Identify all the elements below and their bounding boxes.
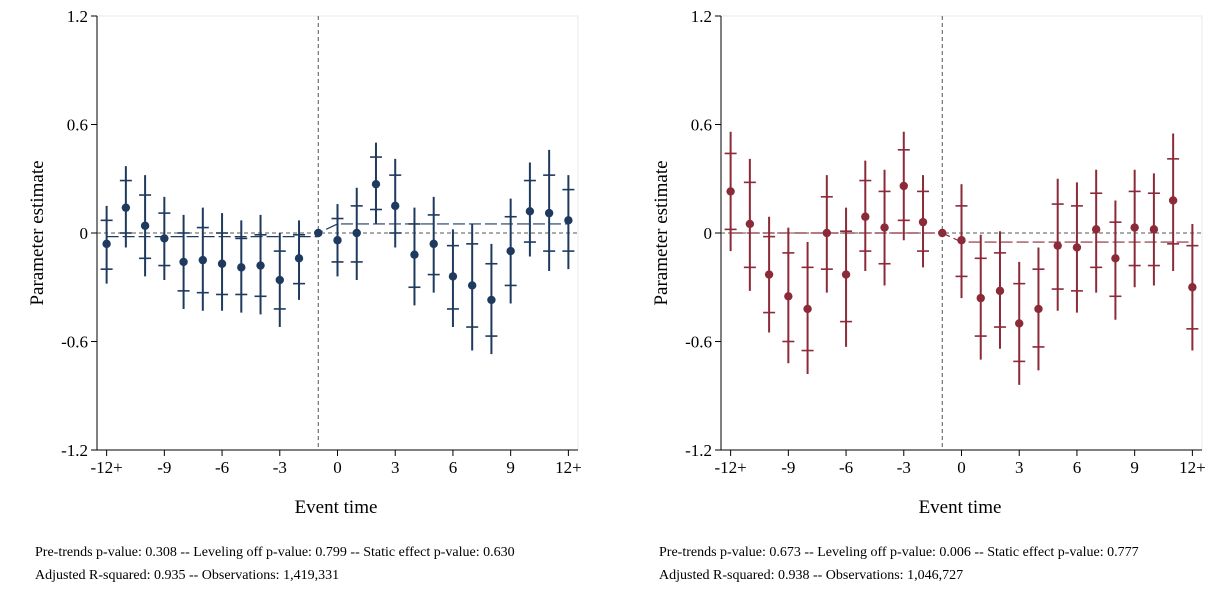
x-tick-label: 0 xyxy=(333,458,342,477)
pretrends-note: Pre-trends p-value: 0.673 -- Leveling of… xyxy=(659,545,1139,560)
x-tick-label: 0 xyxy=(957,458,966,477)
estimate-point xyxy=(784,292,793,301)
y-tick-label: 0.6 xyxy=(691,116,712,135)
y-tick-label: -1.2 xyxy=(61,441,88,460)
y-tick-label: -0.6 xyxy=(685,333,712,352)
estimate-point xyxy=(371,179,381,189)
estimate-point xyxy=(102,239,111,249)
rsquared-note: Adjusted R-squared: 0.938 -- Observation… xyxy=(659,568,964,583)
x-tick-label: -12+ xyxy=(714,458,746,477)
estimate-point xyxy=(448,272,458,281)
x-tick-label: -9 xyxy=(781,458,795,477)
estimate-point xyxy=(294,254,304,263)
x-tick-label: -12+ xyxy=(90,458,122,477)
estimate-point xyxy=(506,246,515,256)
y-tick-label: 0.6 xyxy=(67,116,88,135)
chart-notes-right: Pre-trends p-value: 0.673 -- Leveling of… xyxy=(659,541,1139,587)
estimate-point xyxy=(198,255,208,265)
estimate-point xyxy=(467,281,477,290)
estimate-point xyxy=(352,228,361,238)
estimate-point xyxy=(1149,225,1159,234)
estimate-point xyxy=(237,263,246,272)
estimate-point xyxy=(160,234,169,243)
estimate-point xyxy=(880,223,889,232)
estimate-point xyxy=(1188,283,1197,292)
estimate-point xyxy=(525,207,535,216)
x-tick-label: 3 xyxy=(391,458,400,477)
estimate-point xyxy=(1034,304,1043,314)
x-tick-label: 12+ xyxy=(1179,458,1206,477)
estimate-point xyxy=(764,270,774,279)
estimate-point xyxy=(121,203,131,212)
estimate-point xyxy=(1130,223,1139,232)
estimate-point xyxy=(1111,254,1120,263)
pretrends-note: Pre-trends p-value: 0.308 -- Leveling of… xyxy=(35,545,515,560)
estimate-point xyxy=(140,221,150,230)
estimate-point xyxy=(899,181,908,191)
x-tick-label: 3 xyxy=(1015,458,1024,477)
estimate-point xyxy=(938,228,947,238)
estimate-point xyxy=(822,228,832,238)
estimate-point xyxy=(976,293,985,303)
estimate-point xyxy=(314,228,323,238)
estimate-point xyxy=(410,250,419,259)
estimate-point xyxy=(918,217,928,227)
x-tick-label: 6 xyxy=(1073,458,1082,477)
estimate-point xyxy=(1053,241,1062,250)
x-tick-label: -6 xyxy=(839,458,853,477)
estimate-point xyxy=(544,208,554,218)
estimate-point xyxy=(429,239,438,249)
x-tick-label: 9 xyxy=(506,458,515,477)
estimate-point xyxy=(1168,196,1178,205)
estimate-point xyxy=(217,259,227,268)
fit-line xyxy=(730,232,1193,243)
event-study-chart-left: 1.2 0.6 0 -0.6 -1.2-12+ -9 -6 -3 0 3 6 9 12+ Paramete… xyxy=(27,7,582,477)
estimate-point xyxy=(1091,225,1101,234)
y-tick-label: -0.6 xyxy=(61,333,88,352)
estimate-point xyxy=(1072,243,1082,252)
x-axis-label: Event time xyxy=(294,497,378,518)
x-tick-label: 6 xyxy=(449,458,458,477)
rsquared-note: Adjusted R-squared: 0.935 -- Observation… xyxy=(35,568,340,583)
estimate-point xyxy=(487,295,496,305)
estimate-point xyxy=(275,275,284,285)
estimate-point xyxy=(333,236,342,245)
y-axis-label: Parameter estimate xyxy=(651,160,672,305)
x-tick-label: -3 xyxy=(273,458,287,477)
y-axis-label: Parameter estimate xyxy=(27,160,48,305)
estimate-point xyxy=(726,187,735,196)
x-tick-label: -9 xyxy=(157,458,171,477)
y-tick-label: 1.2 xyxy=(67,7,88,26)
x-tick-label: 12+ xyxy=(555,458,582,477)
estimate-point xyxy=(179,257,188,267)
estimate-point xyxy=(564,216,573,225)
y-tick-label: -1.2 xyxy=(685,441,712,460)
x-axis-label: Event time xyxy=(918,497,1002,518)
estimate-point xyxy=(841,270,851,279)
event-study-chart-right: 1.2 0.6 0 -0.6 -1.2-12+ -9 -6 -3 0 3 6 9 12+ Paramete… xyxy=(651,7,1206,477)
estimate-point xyxy=(957,236,966,245)
chart-notes-left: Pre-trends p-value: 0.308 -- Leveling of… xyxy=(35,541,515,587)
x-tick-label: -6 xyxy=(215,458,229,477)
chart-panel-left: 1.2 0.6 0 -0.6 -1.2 -12+ -9 -6 -3 0 3 6 9 12+ Paramete… xyxy=(0,0,600,590)
estimate-point xyxy=(861,212,870,221)
estimate-point xyxy=(745,219,755,229)
estimate-point xyxy=(256,261,265,270)
y-tick-label: 0 xyxy=(704,224,713,243)
x-tick-label: -3 xyxy=(897,458,911,477)
y-tick-label: 0 xyxy=(80,224,89,243)
estimate-point xyxy=(803,304,812,314)
estimate-point xyxy=(1015,319,1024,328)
x-tick-label: 9 xyxy=(1130,458,1139,477)
estimate-point xyxy=(391,201,400,211)
estimate-point xyxy=(995,286,1005,296)
chart-panel-right: 1.2 0.6 0 -0.6 -1.2 -12+ -9 -6 -3 0 3 6 9 12+ Paramete… xyxy=(624,0,1224,590)
y-tick-label: 1.2 xyxy=(691,7,712,26)
